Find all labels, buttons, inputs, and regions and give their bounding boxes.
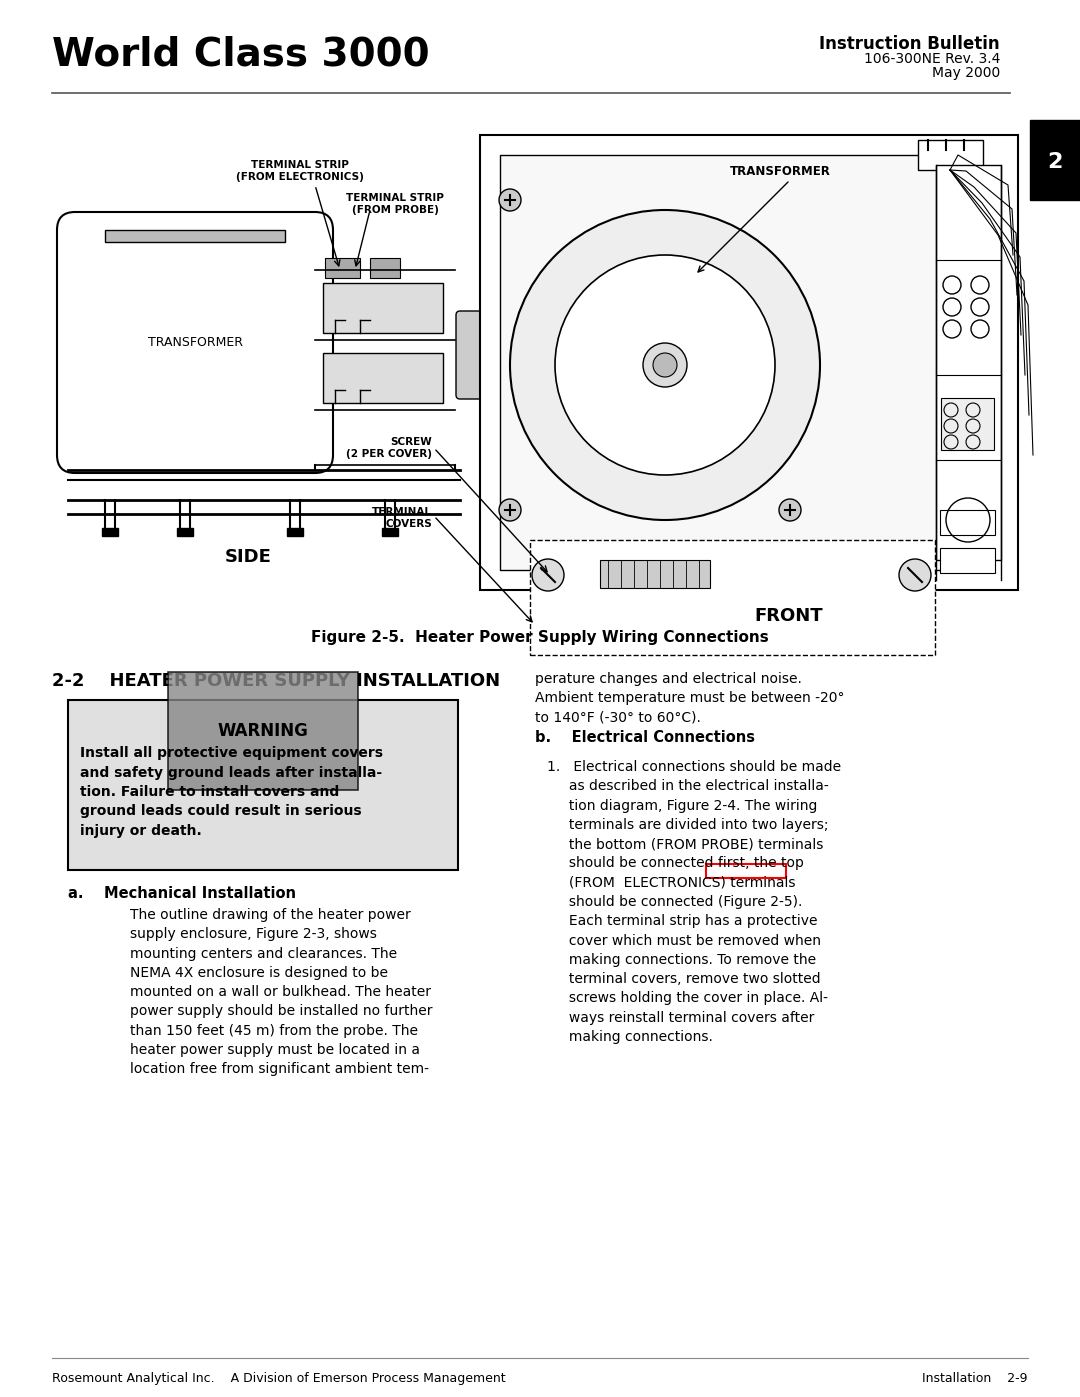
Text: World Class 3000: World Class 3000	[52, 35, 430, 73]
Bar	[918, 140, 983, 170]
Text: SIDE: SIDE	[225, 548, 271, 566]
Bar	[940, 548, 995, 573]
Text: TERMINAL STRIP: TERMINAL STRIP	[346, 193, 444, 203]
Text: Figure 2-5.  Heater Power Supply Wiring Connections: Figure 2-5. Heater Power Supply Wiring C…	[311, 630, 769, 645]
Text: 2-2    HEATER POWER SUPPLY INSTALLATION: 2-2 HEATER POWER SUPPLY INSTALLATION	[52, 672, 500, 690]
Bar	[530, 541, 935, 655]
FancyBboxPatch shape	[456, 312, 494, 400]
Text: COVERS: COVERS	[386, 520, 432, 529]
Bar	[480, 136, 1018, 590]
Circle shape	[499, 499, 521, 521]
Text: May 2000: May 2000	[932, 66, 1000, 80]
Text: TERMINAL STRIP: TERMINAL STRIP	[251, 161, 349, 170]
Text: b.    Electrical Connections: b. Electrical Connections	[535, 731, 755, 745]
Bar	[323, 284, 443, 332]
Text: (2 PER COVER): (2 PER COVER)	[346, 448, 432, 460]
Text: TRANSFORMER: TRANSFORMER	[148, 337, 243, 349]
Text: FRONT: FRONT	[755, 608, 823, 624]
Bar	[1030, 120, 1080, 200]
Text: (FROM PROBE): (FROM PROBE)	[352, 205, 438, 215]
Bar	[600, 560, 710, 588]
Bar	[287, 528, 303, 536]
Text: perature changes and electrical noise.
Ambient temperature must be between -20°
: perature changes and electrical noise. A…	[535, 672, 845, 725]
Text: SCREW: SCREW	[390, 437, 432, 447]
Text: 106-300NE Rev. 3.4: 106-300NE Rev. 3.4	[864, 52, 1000, 66]
Circle shape	[779, 499, 801, 521]
Text: TRANSFORMER: TRANSFORMER	[730, 165, 831, 177]
Text: 2: 2	[1048, 152, 1063, 172]
Text: 1.   Electrical connections should be made
     as described in the electrical i: 1. Electrical connections should be made…	[546, 760, 841, 1044]
Circle shape	[899, 559, 931, 591]
FancyBboxPatch shape	[57, 212, 333, 474]
Bar	[105, 231, 285, 242]
Text: a.    Mechanical Installation: a. Mechanical Installation	[68, 886, 296, 901]
Bar	[325, 258, 360, 278]
Circle shape	[555, 256, 775, 475]
Text: (FROM ELECTRONICS): (FROM ELECTRONICS)	[237, 172, 364, 182]
Circle shape	[510, 210, 820, 520]
Text: Installation    2-9: Installation 2-9	[922, 1372, 1028, 1384]
Bar	[500, 155, 958, 570]
Bar	[936, 165, 1001, 560]
Bar	[370, 258, 400, 278]
Bar	[706, 863, 786, 877]
Bar	[177, 528, 193, 536]
Bar	[382, 528, 399, 536]
Circle shape	[653, 353, 677, 377]
Bar	[940, 510, 995, 535]
Text: The outline drawing of the heater power
supply enclosure, Figure 2-3, shows
moun: The outline drawing of the heater power …	[130, 908, 432, 1076]
Circle shape	[532, 559, 564, 591]
Text: WARNING: WARNING	[217, 722, 309, 740]
Bar	[68, 700, 458, 870]
Bar	[102, 528, 118, 536]
Text: Instruction Bulletin: Instruction Bulletin	[820, 35, 1000, 53]
Circle shape	[643, 344, 687, 387]
Bar	[323, 353, 443, 402]
Text: TERMINAL: TERMINAL	[372, 507, 432, 517]
Text: Install all protective equipment covers
and safety ground leads after installa-
: Install all protective equipment covers …	[80, 746, 383, 838]
Circle shape	[499, 189, 521, 211]
Text: Rosemount Analytical Inc.    A Division of Emerson Process Management: Rosemount Analytical Inc. A Division of …	[52, 1372, 505, 1384]
Bar	[941, 398, 994, 450]
